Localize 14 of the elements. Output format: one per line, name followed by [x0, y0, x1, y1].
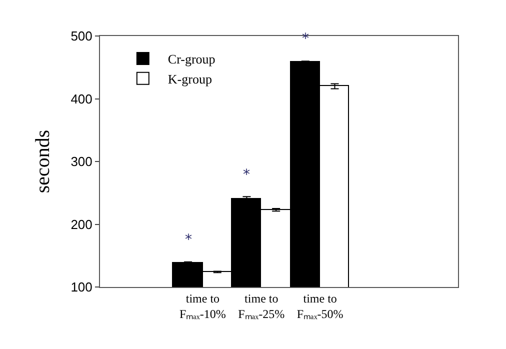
y-tick-label: 100: [70, 280, 92, 295]
y-tick-label: 400: [70, 91, 92, 106]
y-axis-title: seconds: [32, 130, 54, 194]
x-tick-label: time to Fₘₐₓ-50%: [296, 291, 344, 321]
x-tick-label: time to Fₘₐₓ-10%: [179, 291, 226, 321]
y-tick-label: 200: [70, 216, 92, 232]
annotation: *: [243, 167, 250, 183]
x-tick-label: time to Fₘₐₓ-25%: [238, 291, 285, 321]
annotation: *: [302, 31, 309, 47]
annotation: *: [185, 232, 192, 248]
legend-label: Cr-group: [168, 52, 216, 67]
y-tick-label: 300: [70, 154, 92, 170]
y-tick-label: 500: [70, 28, 92, 44]
legend-label: K-group: [168, 71, 212, 86]
